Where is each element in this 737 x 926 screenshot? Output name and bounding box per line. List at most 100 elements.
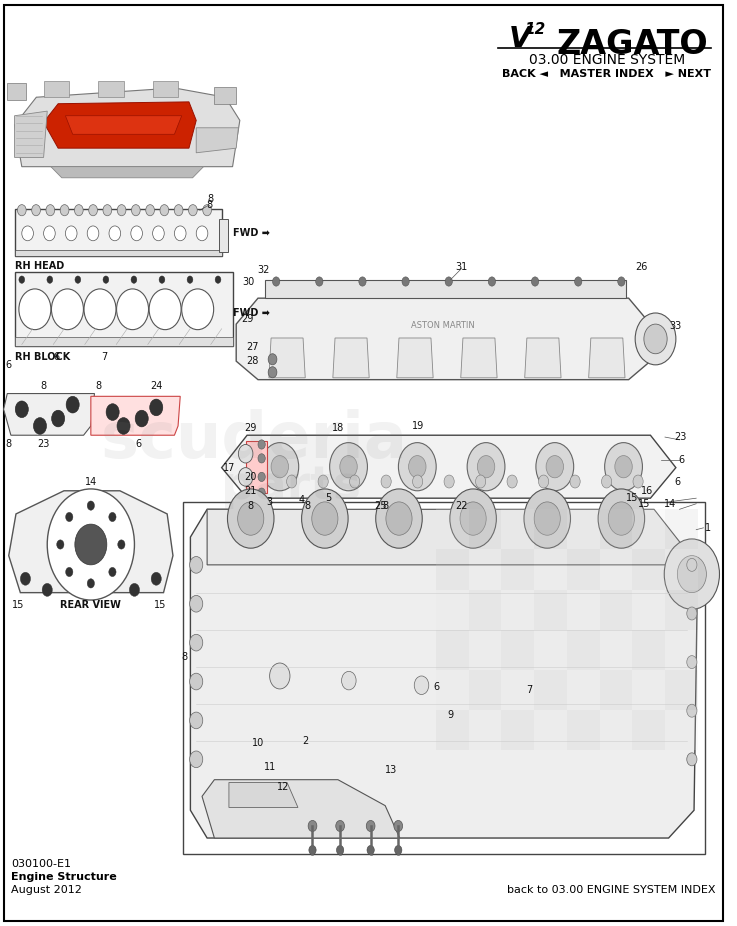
Circle shape [237,502,264,535]
Circle shape [531,277,539,286]
Circle shape [106,404,119,420]
Polygon shape [265,280,626,298]
Circle shape [271,456,288,478]
Text: 4: 4 [298,495,304,505]
Circle shape [47,276,53,283]
Polygon shape [15,111,47,157]
Polygon shape [9,491,173,593]
Text: 030100-E1: 030100-E1 [11,858,71,869]
Circle shape [189,634,203,651]
Text: 11: 11 [265,762,276,771]
Bar [469,590,501,630]
Text: 21: 21 [244,486,256,495]
Circle shape [258,440,265,449]
Circle shape [255,475,265,488]
Text: FWD ➡: FWD ➡ [233,229,270,238]
Text: RH HEAD: RH HEAD [15,261,64,271]
Circle shape [450,489,496,548]
Text: 27: 27 [247,343,259,352]
Bar [436,549,469,590]
Circle shape [467,443,505,491]
Circle shape [349,475,360,488]
Text: 19: 19 [412,421,424,431]
Circle shape [135,410,148,427]
Text: 31: 31 [455,262,467,271]
Circle shape [258,488,265,497]
Circle shape [22,226,33,241]
Circle shape [633,475,643,488]
Circle shape [270,663,290,689]
Text: 29: 29 [245,423,257,432]
Bar [632,549,665,590]
Circle shape [117,418,130,434]
Circle shape [116,289,149,330]
Circle shape [153,226,164,241]
Text: 8: 8 [6,439,12,449]
Circle shape [189,595,203,612]
Circle shape [268,354,277,365]
Circle shape [337,845,343,855]
Text: RH BLOCK: RH BLOCK [15,352,70,362]
Bar [600,509,632,549]
Polygon shape [51,167,203,178]
Circle shape [46,205,55,216]
Bar [15,272,233,346]
Bar [534,630,567,669]
Circle shape [478,456,495,478]
Text: 18: 18 [332,423,344,432]
Polygon shape [236,298,651,380]
Circle shape [131,205,140,216]
Circle shape [309,845,316,855]
Circle shape [189,712,203,729]
Text: ZAGATO: ZAGATO [557,28,708,61]
Circle shape [687,656,697,669]
Bar [15,209,222,256]
Bar [534,590,567,630]
Bar [15,250,222,256]
Bar [567,669,600,710]
Circle shape [608,502,635,535]
Circle shape [687,558,697,571]
Circle shape [189,205,198,216]
Bar [567,710,600,750]
Text: 8: 8 [41,381,46,391]
Circle shape [159,276,165,283]
Circle shape [644,324,667,354]
Bar [632,710,665,750]
Circle shape [228,489,274,548]
Polygon shape [269,338,305,378]
Text: 13: 13 [385,766,397,775]
Text: 17: 17 [223,463,235,472]
Polygon shape [196,128,238,153]
Polygon shape [229,782,298,807]
Polygon shape [333,338,369,378]
Text: 6: 6 [674,477,680,486]
Polygon shape [4,394,94,435]
Circle shape [359,277,366,286]
Text: 6: 6 [54,352,60,362]
Circle shape [386,502,412,535]
Text: 12: 12 [277,782,290,792]
Circle shape [402,277,409,286]
Bar [567,630,600,669]
Polygon shape [525,338,561,378]
Text: 20: 20 [244,472,256,482]
Polygon shape [589,338,625,378]
Bar [501,509,534,549]
Circle shape [687,607,697,620]
Text: 16: 16 [640,486,653,495]
Text: 8: 8 [304,501,310,510]
Circle shape [308,820,317,832]
Circle shape [150,399,163,416]
Bar [436,590,469,630]
Text: ASTON MARTIN: ASTON MARTIN [411,321,475,331]
Bar [214,87,236,104]
Text: 6: 6 [433,682,439,692]
Bar [534,710,567,750]
Circle shape [287,475,297,488]
Circle shape [75,276,81,283]
Polygon shape [43,102,196,148]
Bar [469,549,501,590]
Circle shape [88,205,97,216]
Bar [7,83,26,100]
